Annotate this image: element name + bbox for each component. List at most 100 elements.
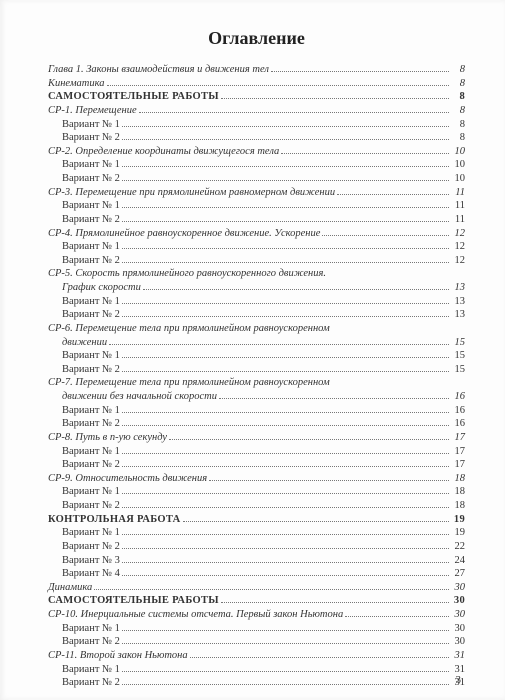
toc-label: Вариант № 1 <box>62 445 120 458</box>
toc-label: СР-10. Инерциальные системы отсчета. Пер… <box>48 608 343 621</box>
toc-label: Вариант № 1 <box>62 118 120 131</box>
toc-row: Динамика 30 <box>48 581 465 594</box>
toc-page-number: 19 <box>451 526 465 539</box>
toc-leader-dots <box>221 98 449 99</box>
toc-page-number: 15 <box>451 336 465 349</box>
toc-label: Вариант № 1 <box>62 199 120 212</box>
toc-label: СР-9. Относительность движения <box>48 472 207 485</box>
toc-row: Вариант № 111 <box>48 199 465 212</box>
toc-page-number: 8 <box>451 63 465 76</box>
toc-leader-dots <box>209 480 449 481</box>
toc-page-number: 27 <box>451 567 465 580</box>
toc-page-number: 16 <box>451 404 465 417</box>
toc-leader-dots <box>122 562 449 563</box>
toc-leader-dots <box>122 303 449 304</box>
toc-page-number: 8 <box>451 118 465 131</box>
toc-row: Вариант № 115 <box>48 349 465 362</box>
toc-row: движении без начальной скорости16 <box>48 390 465 403</box>
toc-row: СР-6. Перемещение тела при прямолинейном… <box>48 322 465 335</box>
toc-label: Вариант № 1 <box>62 526 120 539</box>
toc-label: СР-3. Перемещение при прямолинейном равн… <box>48 186 335 199</box>
toc-row: Вариант № 231 <box>48 676 465 689</box>
toc-leader-dots <box>122 262 449 263</box>
toc-label: САМОСТОЯТЕЛЬНЫЕ РАБОТЫ <box>48 90 219 103</box>
toc-leader-dots <box>122 507 449 508</box>
toc-row: Вариант № 113 <box>48 295 465 308</box>
toc-label: КОНТРОЛЬНАЯ РАБОТА <box>48 513 181 526</box>
toc-page-number: 8 <box>451 77 465 90</box>
toc-label: СР-1. Перемещение <box>48 104 137 117</box>
toc-label: Вариант № 3 <box>62 554 120 567</box>
toc-label: Вариант № 2 <box>62 172 120 185</box>
toc-page-number: 30 <box>451 581 465 594</box>
toc-row: Вариант № 2 15 <box>48 363 465 376</box>
toc-label: Вариант № 2 <box>62 213 120 226</box>
toc-leader-dots <box>94 589 449 590</box>
toc-page-number: 16 <box>451 417 465 430</box>
toc-page-number: 8 <box>451 104 465 117</box>
toc-row: Вариант № 213 <box>48 308 465 321</box>
toc-label: Вариант № 1 <box>62 404 120 417</box>
toc-label: СР-2. Определение координаты движущегося… <box>48 145 279 158</box>
toc-row: СР-11. Второй закон Ньютона31 <box>48 649 465 662</box>
toc-leader-dots <box>337 194 449 195</box>
toc-page-number: 18 <box>451 499 465 512</box>
toc-label: Динамика <box>48 581 92 594</box>
toc-row: Вариант № 2 17 <box>48 458 465 471</box>
toc-label: САМОСТОЯТЕЛЬНЫЕ РАБОТЫ <box>48 594 219 607</box>
toc-leader-dots <box>221 602 449 603</box>
toc-row: СР-4. Прямолинейное равноускоренное движ… <box>48 227 465 240</box>
toc-row: Вариант № 3 24 <box>48 554 465 567</box>
toc-leader-dots <box>122 671 449 672</box>
toc-leader-dots <box>139 112 449 113</box>
toc-row: Вариант № 131 <box>48 663 465 676</box>
toc-page-number: 8 <box>451 131 465 144</box>
toc-label: СР-5. Скорость прямолинейного равноускор… <box>48 267 326 280</box>
toc-label: Вариант № 2 <box>62 458 120 471</box>
toc-row: Вариант № 130 <box>48 622 465 635</box>
toc-label: Вариант № 2 <box>62 635 120 648</box>
table-of-contents: Глава 1. Законы взаимодействия и движени… <box>48 63 465 689</box>
toc-page-number: 30 <box>451 622 465 635</box>
toc-page-number: 18 <box>451 472 465 485</box>
toc-leader-dots <box>122 166 449 167</box>
toc-leader-dots <box>122 575 449 576</box>
toc-row: Вариант № 230 <box>48 635 465 648</box>
toc-page-number: 13 <box>451 308 465 321</box>
toc-row: График скорости13 <box>48 281 465 294</box>
toc-leader-dots <box>281 153 449 154</box>
toc-label: Вариант № 2 <box>62 363 120 376</box>
toc-leader-dots <box>122 316 449 317</box>
toc-leader-dots <box>122 139 449 140</box>
toc-label: Вариант № 2 <box>62 417 120 430</box>
toc-page-number: 17 <box>451 458 465 471</box>
toc-label: Вариант № 1 <box>62 663 120 676</box>
toc-page-number: 11 <box>451 186 465 199</box>
toc-row: СР-3. Перемещение при прямолинейном равн… <box>48 186 465 199</box>
toc-leader-dots <box>122 207 449 208</box>
toc-row: Вариант № 212 <box>48 254 465 267</box>
toc-row: КОНТРОЛЬНАЯ РАБОТА 19 <box>48 513 465 526</box>
toc-label: Вариант № 1 <box>62 158 120 171</box>
toc-leader-dots <box>143 289 449 290</box>
toc-page-number: 19 <box>451 513 465 526</box>
toc-label: Кинематика <box>48 77 105 90</box>
toc-page-number: 12 <box>451 227 465 240</box>
toc-page-number: 10 <box>451 145 465 158</box>
page-title: Оглавление <box>48 28 465 49</box>
toc-leader-dots <box>107 85 449 86</box>
toc-page-number: 16 <box>451 390 465 403</box>
toc-page-number: 13 <box>451 281 465 294</box>
toc-leader-dots <box>345 616 449 617</box>
toc-leader-dots <box>322 235 449 236</box>
toc-leader-dots <box>183 521 449 522</box>
toc-row: Вариант № 112 <box>48 240 465 253</box>
toc-page-number: 24 <box>451 554 465 567</box>
toc-leader-dots <box>122 371 449 372</box>
toc-row: Вариант № 118 <box>48 485 465 498</box>
toc-label: Вариант № 1 <box>62 240 120 253</box>
toc-page-number: 30 <box>451 594 465 607</box>
toc-row: Вариант № 1 8 <box>48 118 465 131</box>
toc-label: СР-6. Перемещение тела при прямолинейном… <box>48 322 330 335</box>
toc-page-number: 15 <box>451 363 465 376</box>
